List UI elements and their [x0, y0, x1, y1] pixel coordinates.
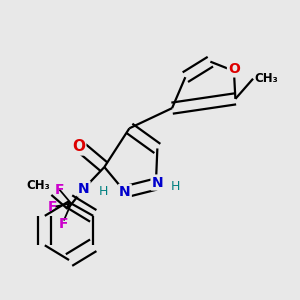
Text: N: N	[152, 176, 163, 190]
Text: F: F	[55, 182, 64, 197]
Text: O: O	[72, 140, 85, 154]
Text: H: H	[171, 180, 181, 193]
Text: H: H	[99, 185, 108, 198]
Text: F: F	[47, 200, 57, 214]
Text: N: N	[119, 185, 131, 199]
Text: CH₃: CH₃	[26, 179, 50, 193]
Text: CH₃: CH₃	[254, 72, 278, 85]
Text: O: O	[228, 62, 240, 76]
Text: N: N	[78, 182, 90, 196]
Text: F: F	[59, 217, 69, 231]
